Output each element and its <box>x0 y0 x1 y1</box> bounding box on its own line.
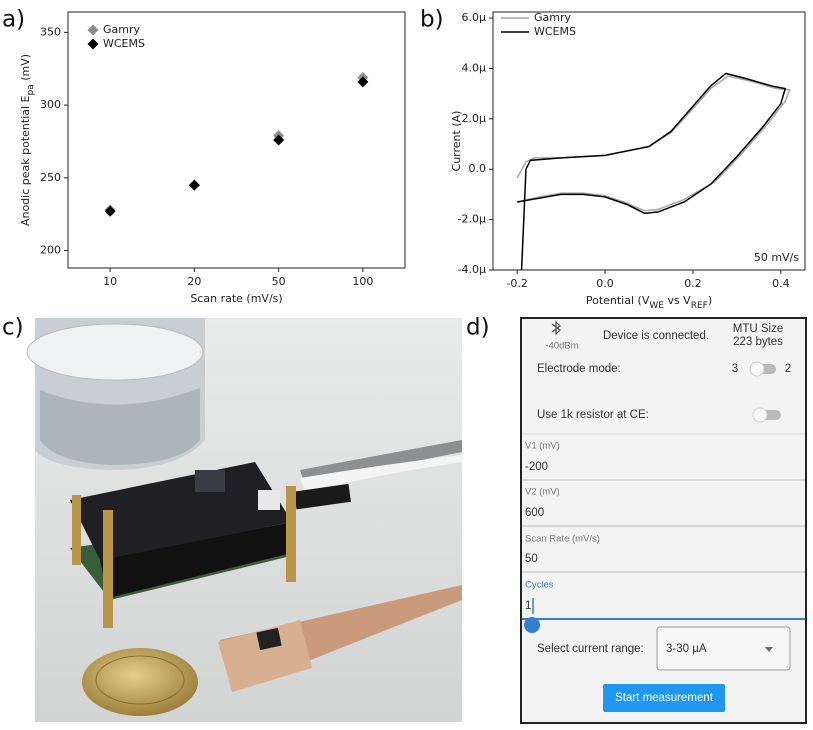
legend-label: Gamry <box>103 23 141 36</box>
plot-frame <box>492 11 806 271</box>
x-tick-label: 50 <box>272 275 286 288</box>
y-tick-label: 200 <box>40 244 61 257</box>
y-tick-label: -4.0µ <box>458 263 486 276</box>
y-tick-label: 2.0µ <box>462 112 487 125</box>
photo <box>26 318 462 722</box>
resistor-toggle[interactable] <box>752 407 781 423</box>
field[interactable]: Cycles 1 <box>522 580 805 633</box>
point <box>188 179 200 191</box>
x-tick-label: 0.2 <box>684 277 702 290</box>
legend-label: WCEMS <box>103 37 145 50</box>
resistor-label: Use 1k resistor at CE: <box>537 409 649 421</box>
label-part: REF <box>691 301 708 311</box>
electrode-left: 3 <box>732 363 738 375</box>
field-value: 1 <box>525 600 531 612</box>
y-tick-label: 0.0 <box>469 162 487 175</box>
field-label: Cycles <box>525 580 554 591</box>
label-part: pa <box>26 84 36 95</box>
electrode-toggle[interactable] <box>749 361 776 377</box>
field-value: 50 <box>525 553 538 565</box>
electrode-label: Electrode mode: <box>537 363 621 375</box>
y-tick-label: 300 <box>40 98 61 111</box>
range-dropdown[interactable]: 3-30 µA <box>656 626 791 671</box>
field-value: -200 <box>525 461 548 473</box>
x-tick-label: 0.0 <box>596 277 614 290</box>
panel-label: b) <box>420 7 444 33</box>
x-tick-label: 100 <box>352 275 373 288</box>
y-axis-label: Anodic peak potential Epa (mV) <box>19 54 36 226</box>
x-tick-label: -0.2 <box>506 277 527 290</box>
point <box>357 76 369 88</box>
legend-swatch <box>87 24 99 36</box>
range-value: 3-30 µA <box>666 643 707 655</box>
line <box>517 72 787 270</box>
field-label: V1 (mV) <box>525 441 560 452</box>
y-tick-label: 250 <box>40 171 61 184</box>
label-part: (mV) <box>19 54 32 84</box>
panel-label: c) <box>2 315 24 341</box>
signal: -40dBm <box>545 341 578 352</box>
label-part: Potential (V <box>586 294 650 307</box>
x-axis-label: Scan rate (mV/s) <box>190 292 282 305</box>
y-tick-label: 6.0µ <box>462 11 487 24</box>
field[interactable]: Scan Rate (mV/s) 50 <box>522 534 805 573</box>
label-part: WE <box>649 301 664 311</box>
field-label: Scan Rate (mV/s) <box>525 534 600 545</box>
legend-label: Gamry <box>534 11 572 24</box>
electrode-right: 2 <box>785 363 791 375</box>
label-part: vs V <box>664 294 691 307</box>
status: Device is connected. <box>603 330 709 342</box>
x-tick-label: 20 <box>187 275 201 288</box>
app-screen: -40dBm Device is connected. MTU Size 223… <box>520 317 807 724</box>
field-value: 600 <box>525 507 544 519</box>
start-button[interactable]: Start measurement <box>603 684 725 712</box>
field-label: V2 (mV) <box>525 487 560 498</box>
panel-label: a) <box>2 7 25 33</box>
field[interactable]: V1 (mV) -200 <box>522 441 805 481</box>
mtu-value: 223 bytes <box>733 336 783 348</box>
y-tick-label: 350 <box>40 25 61 38</box>
label-part: ) <box>708 294 712 307</box>
plot-frame <box>67 11 406 269</box>
mtu-label: MTU Size <box>733 323 783 335</box>
x-tick-label: 10 <box>103 275 117 288</box>
button-label: Start measurement <box>615 692 714 704</box>
legend-swatch <box>87 38 99 50</box>
y-tick-label: 4.0µ <box>462 61 487 74</box>
legend-label: WCEMS <box>534 25 576 38</box>
label-part: Anodic peak potential E <box>19 95 32 226</box>
point <box>273 134 285 146</box>
y-axis-label: Current (A) <box>450 111 463 172</box>
y-tick-label: -2.0µ <box>458 213 486 226</box>
point <box>104 205 116 217</box>
annotation: 50 mV/s <box>754 251 799 264</box>
x-axis-label: Potential (VWE vs VREF) <box>586 294 712 311</box>
range-label: Select current range: <box>537 643 644 655</box>
x-tick-label: 0.4 <box>772 277 790 290</box>
panel-label: d) <box>466 315 490 341</box>
bluetooth-icon <box>551 320 561 336</box>
field[interactable]: V2 (mV) 600 <box>522 487 805 527</box>
